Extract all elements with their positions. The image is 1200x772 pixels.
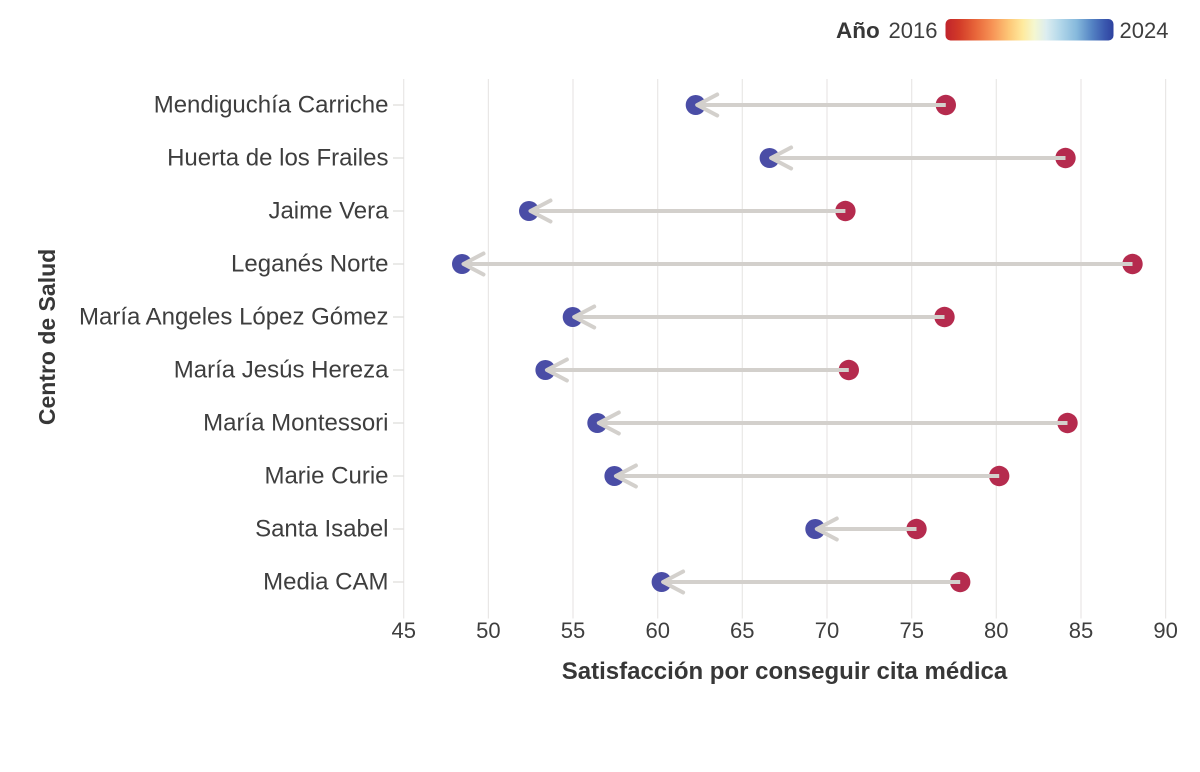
svg-text:Mendiguchía Carriche: Mendiguchía Carriche xyxy=(154,92,389,119)
svg-text:Huerta de los Frailes: Huerta de los Frailes xyxy=(167,145,388,172)
svg-text:75: 75 xyxy=(899,618,923,643)
svg-text:55: 55 xyxy=(561,618,585,643)
svg-text:2016: 2016 xyxy=(889,18,938,43)
svg-text:María Montessori: María Montessori xyxy=(203,410,388,437)
svg-text:Marie Curie: Marie Curie xyxy=(264,463,388,490)
svg-text:Jaime Vera: Jaime Vera xyxy=(268,198,389,225)
svg-text:65: 65 xyxy=(730,618,754,643)
svg-text:85: 85 xyxy=(1069,618,1093,643)
svg-text:Centro de Salud: Centro de Salud xyxy=(34,249,60,425)
svg-text:80: 80 xyxy=(984,618,1008,643)
svg-text:Satisfacción por conseguir cit: Satisfacción por conseguir cita médica xyxy=(562,658,1008,685)
svg-text:50: 50 xyxy=(476,618,500,643)
svg-text:María Jesús Hereza: María Jesús Hereza xyxy=(174,357,389,384)
svg-text:Santa Isabel: Santa Isabel xyxy=(255,516,388,543)
svg-text:Leganés Norte: Leganés Norte xyxy=(231,251,388,278)
svg-text:María Angeles López Gómez: María Angeles López Gómez xyxy=(79,304,389,331)
svg-text:Media CAM: Media CAM xyxy=(263,569,388,596)
svg-text:60: 60 xyxy=(645,618,669,643)
svg-text:2024: 2024 xyxy=(1120,18,1169,43)
svg-text:45: 45 xyxy=(391,618,415,643)
svg-text:Año: Año xyxy=(836,18,880,43)
svg-text:90: 90 xyxy=(1153,618,1177,643)
svg-text:70: 70 xyxy=(815,618,839,643)
